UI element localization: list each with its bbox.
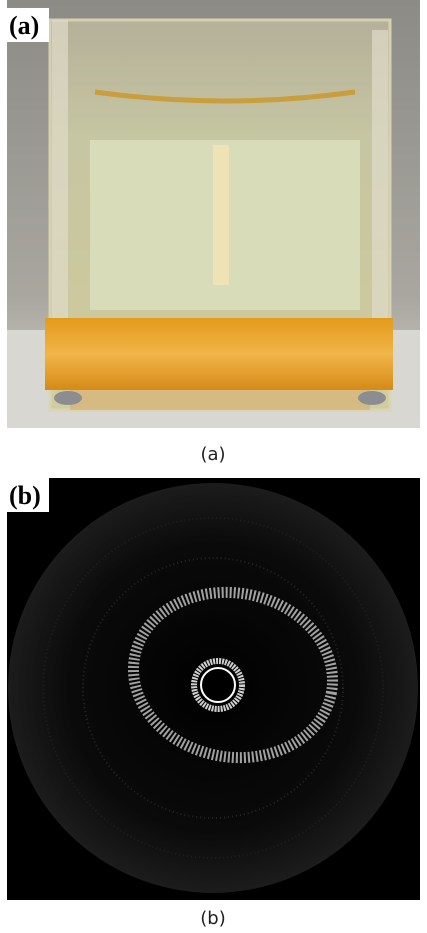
caption: (b) [200,908,225,929]
caption: (a) [200,444,225,465]
panel-label: (b) [9,481,41,510]
panel-b: (b) [7,478,420,900]
catheter [201,668,235,702]
base-bottom [70,390,370,410]
rod [213,145,229,285]
panel-a: (a) [7,0,420,428]
nut [54,391,82,405]
left-bolt [52,20,68,320]
orange-base [45,318,393,390]
figure: (a) (a) (b) (b) [0,0,427,933]
panel-label: (a) [9,11,39,40]
nut [358,391,386,405]
right-bolt [372,30,388,320]
page: {"panels": [{"label": "(a)", "caption": … [0,0,427,933]
